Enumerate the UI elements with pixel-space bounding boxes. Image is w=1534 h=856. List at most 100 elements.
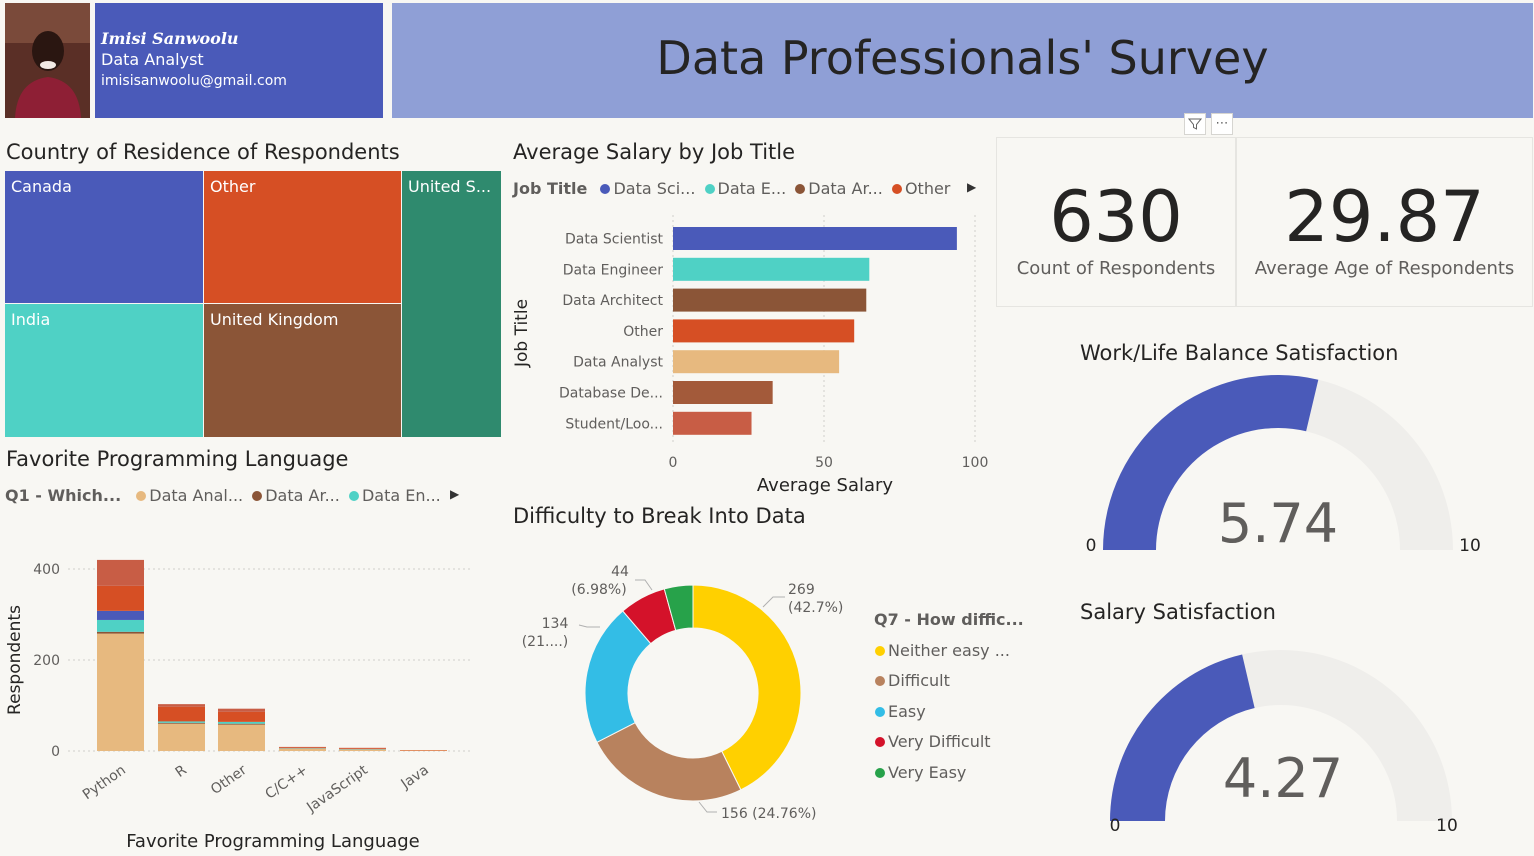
legend-item[interactable]: Very Difficult xyxy=(874,727,1024,758)
salary-y-axis-label: Job Title xyxy=(512,299,532,368)
bar xyxy=(673,288,867,312)
x-tick-label: 100 xyxy=(962,455,989,471)
treemap-title: Country of Residence of Respondents xyxy=(6,140,400,164)
gauge-salary-value: 4.27 xyxy=(1223,747,1343,810)
donut-slice xyxy=(663,584,694,631)
bar-segment xyxy=(97,619,144,632)
salary-bar-chart: Data Scientist Data Engineer Data Architec… xyxy=(512,215,989,496)
legend-item[interactable]: Very Easy xyxy=(874,758,1024,789)
kpi-count-label: Count of Respondents xyxy=(1016,258,1216,279)
page-title: Data Professionals' Survey xyxy=(656,31,1269,85)
bar xyxy=(673,381,773,404)
bar-segment xyxy=(218,724,265,751)
donut-chart-title: Difficulty to Break Into Data xyxy=(513,504,806,528)
gauge-salary-min: 0 xyxy=(1110,816,1121,836)
y-tick-label: 200 xyxy=(33,653,60,669)
treemap-tile-canada[interactable]: Canada xyxy=(5,171,203,303)
bar xyxy=(673,411,752,435)
bar-segment xyxy=(158,723,205,751)
legend-next-arrow-icon[interactable]: ▶ xyxy=(967,180,977,194)
donut-label-easy-pct: (21....) xyxy=(522,634,569,650)
kpi-count-value: 630 xyxy=(1049,176,1183,258)
treemap-tile-other[interactable]: Other xyxy=(204,171,401,303)
legend-item[interactable]: Data Ar... xyxy=(791,179,883,198)
treemap-tile-united-kingdom[interactable]: United Kingdom xyxy=(204,304,401,437)
gauge-fill xyxy=(1110,654,1255,821)
bar xyxy=(673,350,840,374)
profile-email: imisisanwoolu@gmail.com xyxy=(101,73,287,89)
bar-segment xyxy=(339,748,386,750)
legend-item[interactable]: Data Ar... xyxy=(248,486,340,505)
treemap-tile-india[interactable]: India xyxy=(5,304,203,437)
legend-item[interactable]: Data E... xyxy=(701,179,786,198)
bar-segment xyxy=(158,704,205,707)
donut-legend: Q7 - How diffic... Neither easy ... Diff… xyxy=(874,605,1024,788)
x-tick-label: 0 xyxy=(669,455,678,471)
category-label: Other xyxy=(208,762,250,798)
category-label: Data Analyst xyxy=(573,355,663,371)
bar-segment xyxy=(97,631,144,634)
legend-item[interactable]: Neither easy ... xyxy=(874,636,1024,667)
bar xyxy=(673,319,855,343)
donut-slice xyxy=(596,721,742,802)
bar-segment xyxy=(97,559,144,586)
treemap-tile-united-states[interactable]: United S... xyxy=(402,171,501,437)
bar-segment xyxy=(158,721,205,723)
category-label: JavaScript xyxy=(303,762,371,816)
profile-role: Data Analyst xyxy=(101,50,204,69)
kpi-count-card: 630 Count of Respondents xyxy=(996,137,1236,307)
legend-title: Job Title xyxy=(513,179,588,198)
donut-label-very-difficult-pct: (6.98%) xyxy=(571,582,626,598)
bar-segment xyxy=(158,722,205,724)
bar-segment xyxy=(97,585,144,611)
profile-card: Imisi Sanwoolu Data Analyst imisisanwool… xyxy=(95,3,383,118)
lang-chart-title: Favorite Programming Language xyxy=(6,447,349,471)
legend-item[interactable]: Easy xyxy=(874,697,1024,728)
bar-segment xyxy=(218,711,265,722)
gauge-salary: 4.27 0 10 xyxy=(1110,650,1458,836)
category-label: R xyxy=(173,762,190,781)
gauge-salary-title: Salary Satisfaction xyxy=(1080,600,1276,624)
bar-segment xyxy=(218,721,265,724)
x-tick-label: 50 xyxy=(815,455,833,471)
gauge-salary-max: 10 xyxy=(1436,816,1458,836)
lang-chart-legend: Q1 - Which... Data Anal... Data Ar... Da… xyxy=(5,486,441,505)
bar-segment xyxy=(339,749,386,751)
donut-label-very-difficult: 44 xyxy=(611,564,629,580)
legend-title: Q1 - Which... xyxy=(5,486,122,505)
bar xyxy=(673,257,870,281)
category-label: Python xyxy=(80,762,129,803)
kpi-age-value: 29.87 xyxy=(1284,176,1485,258)
filter-icon[interactable] xyxy=(1184,113,1206,135)
legend-next-arrow-icon[interactable]: ▶ xyxy=(450,487,460,501)
donut-label-neither-pct: (42.7%) xyxy=(788,600,843,616)
category-label: Other xyxy=(623,324,663,340)
donut-slice xyxy=(692,584,802,791)
bar-segment xyxy=(218,708,265,712)
salary-chart-title: Average Salary by Job Title xyxy=(513,140,796,164)
legend-item[interactable]: Difficult xyxy=(874,666,1024,697)
bar-segment xyxy=(218,723,265,725)
legend-item[interactable]: Data En... xyxy=(345,486,441,505)
gauge-wlb-max: 10 xyxy=(1459,536,1481,556)
gauge-wlb-min: 0 xyxy=(1086,536,1097,556)
bar-segment xyxy=(97,610,144,620)
legend-item[interactable]: Data Sci... xyxy=(592,179,695,198)
category-label: C/C++ xyxy=(263,762,311,802)
legend-item[interactable]: Other xyxy=(888,179,950,198)
profile-name: Imisi Sanwoolu xyxy=(101,29,239,48)
category-label: Data Architect xyxy=(562,293,663,309)
donut-label-neither: 269 xyxy=(788,582,815,598)
bar-segment xyxy=(158,706,205,722)
donut-label-easy: 134 xyxy=(542,616,569,632)
salary-chart-legend: Job Title Data Sci... Data E... Data Ar.… xyxy=(513,179,950,198)
bar xyxy=(673,227,957,250)
kpi-age-card: 29.87 Average Age of Respondents xyxy=(1236,137,1533,307)
more-options-icon[interactable]: ⋯ xyxy=(1211,113,1233,135)
donut-label-difficult: 156 (24.76%) xyxy=(721,806,816,822)
gauge-wlb-title: Work/Life Balance Satisfaction xyxy=(1080,341,1399,365)
legend-title: Q7 - How diffic... xyxy=(874,610,1024,629)
profile-photo xyxy=(5,3,90,118)
legend-item[interactable]: Data Anal... xyxy=(126,486,243,505)
y-tick-label: 0 xyxy=(51,744,60,760)
